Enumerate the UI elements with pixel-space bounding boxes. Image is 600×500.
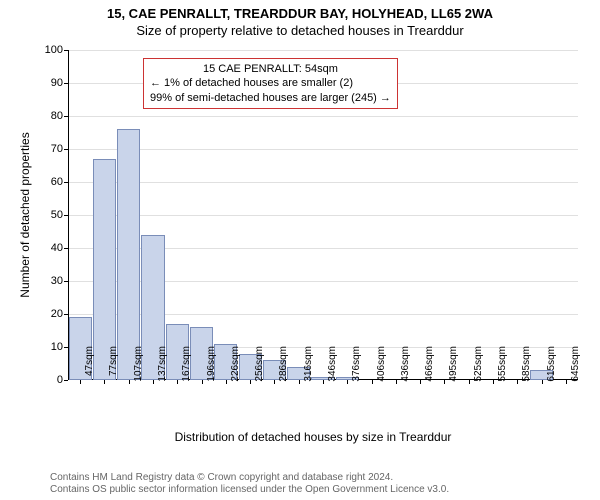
x-tick-mark [542,380,543,384]
x-tick-label: 376sqm [351,346,362,386]
x-axis-label: Distribution of detached houses by size … [48,430,578,444]
x-tick-label: 585sqm [521,346,532,386]
x-tick-label: 47sqm [84,346,95,386]
y-tick-mark [64,281,68,282]
x-tick-label: 346sqm [327,346,338,386]
footer-line2: Contains OS public sector information li… [50,484,590,496]
y-tick-label: 40 [33,242,63,254]
x-tick-label: 286sqm [278,346,289,386]
x-tick-mark [493,380,494,384]
x-tick-mark [177,380,178,384]
x-tick-label: 167sqm [181,346,192,386]
y-tick-label: 50 [33,209,63,221]
y-tick-label: 80 [33,110,63,122]
bar [117,129,140,380]
annotation-line3: 99% of semi-detached houses are larger (… [150,91,391,105]
y-tick-mark [64,248,68,249]
x-tick-mark [274,380,275,384]
x-tick-label: 406sqm [376,346,387,386]
y-tick-mark [64,149,68,150]
x-tick-mark [444,380,445,384]
y-tick-mark [64,83,68,84]
x-tick-mark [153,380,154,384]
y-tick-mark [64,347,68,348]
x-tick-label: 77sqm [108,346,119,386]
x-tick-label: 525sqm [473,346,484,386]
footer: Contains HM Land Registry data © Crown c… [50,472,590,496]
title-subtitle: Size of property relative to detached ho… [0,21,600,38]
x-tick-mark [566,380,567,384]
title-address: 15, CAE PENRALLT, TREARDDUR BAY, HOLYHEA… [0,0,600,21]
chart: Number of detached properties 15 CAE PEN… [48,50,578,410]
x-tick-label: 645sqm [570,346,581,386]
x-tick-label: 466sqm [424,346,435,386]
y-tick-mark [64,380,68,381]
annotation-line1: 15 CAE PENRALLT: 54sqm [150,62,391,76]
annotation-box: 15 CAE PENRALLT: 54sqm ← 1% of detached … [143,58,398,109]
x-tick-mark [469,380,470,384]
x-tick-label: 256sqm [254,346,265,386]
y-tick-mark [64,182,68,183]
x-tick-label: 226sqm [230,346,241,386]
y-tick-mark [64,314,68,315]
x-tick-mark [129,380,130,384]
y-tick-label: 30 [33,275,63,287]
y-tick-mark [64,215,68,216]
y-tick-label: 10 [33,341,63,353]
x-tick-label: 615sqm [546,346,557,386]
x-tick-mark [347,380,348,384]
y-tick-mark [64,50,68,51]
x-tick-label: 495sqm [448,346,459,386]
y-tick-label: 70 [33,143,63,155]
x-tick-mark [250,380,251,384]
y-tick-label: 60 [33,176,63,188]
x-tick-mark [104,380,105,384]
y-tick-label: 0 [33,374,63,386]
x-tick-mark [202,380,203,384]
y-tick-label: 20 [33,308,63,320]
footer-line1: Contains HM Land Registry data © Crown c… [50,472,590,484]
x-tick-label: 137sqm [157,346,168,386]
x-tick-label: 316sqm [303,346,314,386]
y-tick-label: 100 [33,44,63,56]
x-tick-label: 436sqm [400,346,411,386]
y-tick-label: 90 [33,77,63,89]
x-tick-mark [396,380,397,384]
x-tick-mark [80,380,81,384]
x-tick-label: 107sqm [133,346,144,386]
x-tick-mark [299,380,300,384]
y-axis-label: Number of detached properties [18,132,32,297]
x-tick-label: 555sqm [497,346,508,386]
annotation-line2: ← 1% of detached houses are smaller (2) [150,76,391,90]
x-tick-mark [372,380,373,384]
x-tick-mark [420,380,421,384]
x-tick-mark [323,380,324,384]
x-tick-label: 196sqm [206,346,217,386]
y-tick-mark [64,116,68,117]
x-tick-mark [517,380,518,384]
x-tick-mark [226,380,227,384]
